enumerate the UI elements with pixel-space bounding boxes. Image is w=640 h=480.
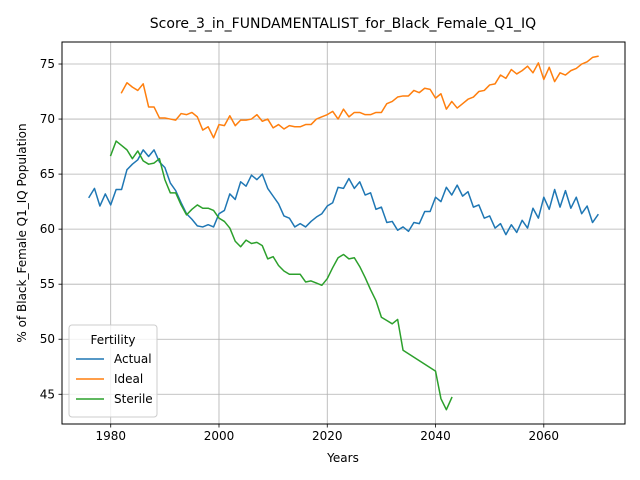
x-tick-label: 1980	[95, 429, 126, 443]
x-tick-label: 2060	[529, 429, 560, 443]
legend-label-sterile: Sterile	[114, 392, 153, 406]
series-lines	[88, 55, 599, 411]
plot-frame	[61, 41, 626, 425]
x-axis: 1980 2000 2020 2040 2060	[95, 424, 559, 443]
y-tick-label: 60	[40, 222, 55, 236]
legend-label-ideal: Ideal	[114, 372, 143, 386]
y-tick-label: 70	[40, 112, 55, 126]
series-line-sterile	[109, 140, 453, 411]
legend: Fertility Actual Ideal Sterile	[68, 324, 158, 418]
y-axis-label: % of Black_Female Q1_IQ Population	[15, 123, 29, 342]
x-tick-label: 2000	[204, 429, 235, 443]
series-line-actual	[88, 149, 599, 236]
x-tick-label: 2020	[312, 429, 343, 443]
y-tick-label: 55	[40, 277, 55, 291]
legend-title: Fertility	[90, 333, 135, 347]
legend-box	[68, 324, 158, 418]
x-axis-label: Years	[326, 451, 359, 465]
y-tick-label: 75	[40, 57, 55, 71]
legend-label-actual: Actual	[114, 352, 152, 366]
chart-title: Score_3_in_FUNDAMENTALIST_for_Black_Fema…	[150, 16, 536, 32]
x-gridlines	[110, 42, 545, 424]
x-tick-label: 2040	[420, 429, 451, 443]
series-line-ideal	[120, 55, 599, 139]
y-tick-label: 45	[40, 387, 55, 401]
y-tick-label: 50	[40, 332, 55, 346]
y-axis: 45 50 55 60 65 70 75	[40, 57, 62, 401]
y-tick-label: 65	[40, 167, 55, 181]
